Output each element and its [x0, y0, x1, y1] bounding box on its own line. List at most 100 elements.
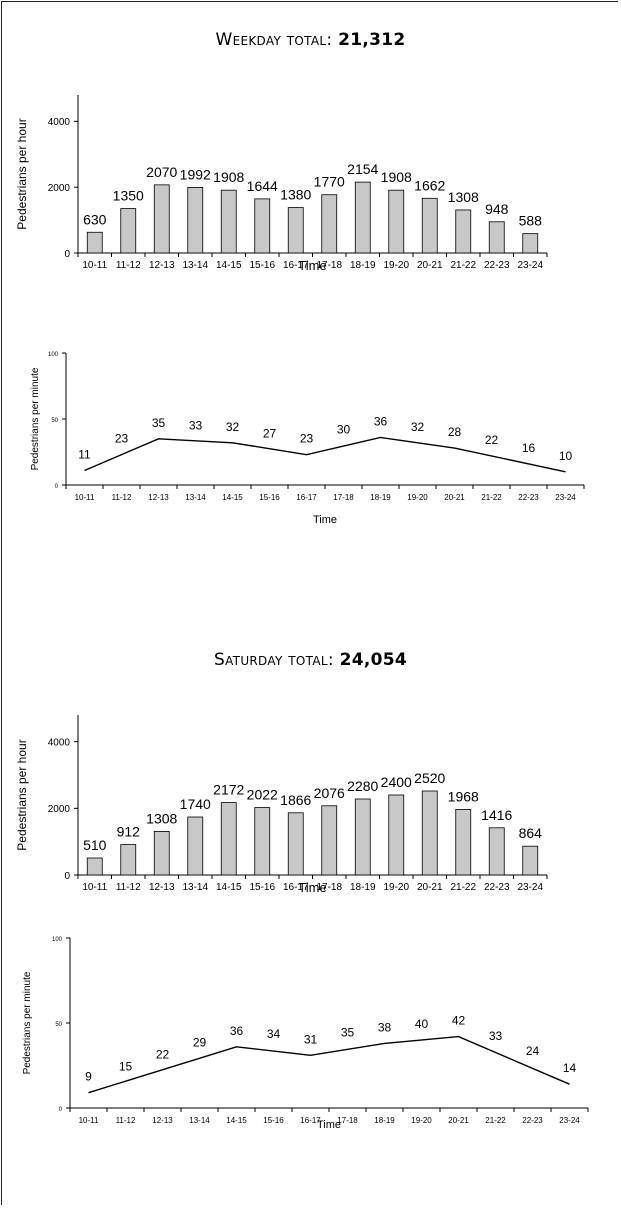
- bar: [321, 805, 338, 876]
- data-label: 2280: [347, 778, 378, 794]
- data-label: 11: [78, 447, 91, 461]
- data-label: 35: [152, 416, 166, 430]
- x-tick-label: 21-22: [481, 493, 502, 502]
- data-label: 32: [411, 420, 425, 434]
- x-tick-label: 13-14: [182, 882, 208, 893]
- bar: [455, 809, 472, 876]
- y-tick-label: 100: [48, 352, 59, 358]
- data-label: 1770: [314, 174, 345, 190]
- bar: [153, 831, 170, 876]
- saturday-title-label: Saturday total:: [214, 650, 340, 670]
- bar: [120, 844, 137, 876]
- weekday-title-label: Weekday total:: [215, 30, 339, 50]
- bar: [254, 198, 271, 254]
- x-tick-label: 19-20: [407, 493, 428, 502]
- x-axis-title: Time: [317, 1119, 341, 1131]
- data-label: 32: [226, 420, 240, 434]
- y-tick-label: 2000: [48, 804, 71, 815]
- x-tick-label: 16-17: [300, 1116, 321, 1125]
- data-label: 15: [119, 1060, 133, 1074]
- x-axis-title: Time: [313, 514, 337, 526]
- x-tick-label: 11-12: [112, 493, 132, 502]
- x-tick-label: 19-20: [383, 260, 409, 271]
- bar: [522, 233, 539, 254]
- data-label: 14: [563, 1061, 577, 1075]
- x-tick-label: 23-24: [517, 260, 543, 271]
- x-tick-label: 18-19: [350, 882, 376, 893]
- x-tick-label: 16-17: [283, 260, 309, 271]
- data-label: 1866: [280, 792, 311, 808]
- data-label: 2520: [414, 770, 445, 786]
- x-tick-label: 13-14: [182, 260, 208, 271]
- x-tick-label: 23-24: [559, 1116, 580, 1125]
- data-label: 38: [378, 1020, 392, 1034]
- x-tick-label: 11-12: [116, 260, 141, 271]
- weekday-total: 21,312: [338, 30, 406, 50]
- y-tick-label: 0: [59, 1107, 63, 1113]
- data-label: 36: [374, 414, 388, 428]
- x-tick-label: 16-17: [283, 882, 309, 893]
- x-tick-label: 20-21: [417, 882, 443, 893]
- x-tick-label: 12-13: [149, 260, 175, 271]
- x-tick-label: 22-23: [484, 882, 510, 893]
- x-tick-label: 11-12: [116, 882, 141, 893]
- series-line: [88, 1035, 570, 1094]
- data-label: 23: [115, 432, 129, 446]
- data-label: 948: [485, 201, 509, 217]
- y-axis-title: Pedestrians per hour: [15, 118, 29, 229]
- data-label: 27: [263, 426, 277, 440]
- series-line: [84, 436, 566, 473]
- data-label: 2172: [213, 782, 244, 798]
- x-tick-label: 17-18: [316, 260, 342, 271]
- data-label: 40: [415, 1017, 429, 1031]
- bar: [86, 231, 103, 254]
- x-tick-label: 21-22: [485, 1116, 506, 1125]
- bar: [120, 208, 137, 254]
- saturday-title: Saturday total: 24,054: [0, 650, 621, 670]
- data-label: 1644: [247, 178, 278, 194]
- data-label: 1308: [146, 810, 177, 826]
- x-tick-label: 22-23: [522, 1116, 543, 1125]
- y-axis-title: Pedestrians per minute: [22, 971, 33, 1074]
- weekday-minute-line-chart: 0 50 100 10-11 11-12 12-13 13-14 14-15 15-16 16-1…: [30, 352, 585, 526]
- bar: [455, 209, 472, 254]
- x-tick-label: 20-21: [448, 1116, 469, 1125]
- data-label: 29: [193, 1036, 207, 1050]
- bar: [153, 184, 170, 254]
- x-tick-label: 20-21: [444, 493, 465, 502]
- data-label: 630: [83, 211, 107, 227]
- x-tick-label: 18-19: [374, 1116, 395, 1125]
- weekday-title: Weekday total: 21,312: [0, 30, 621, 50]
- data-label: 1740: [180, 796, 211, 812]
- bar: [488, 221, 505, 254]
- data-label: 28: [448, 425, 462, 439]
- bar: [220, 802, 237, 876]
- x-tick-label: 13-14: [189, 1116, 210, 1125]
- x-tick-label: 17-18: [333, 493, 354, 502]
- data-label: 1416: [481, 807, 512, 823]
- bar: [86, 857, 103, 876]
- data-label: 22: [485, 433, 499, 447]
- y-tick-label: 4000: [48, 738, 71, 749]
- data-label: 2022: [247, 787, 278, 803]
- data-label: 1968: [448, 788, 479, 804]
- bar: [522, 845, 539, 876]
- bar: [187, 816, 204, 876]
- x-tick-label: 22-23: [518, 493, 539, 502]
- bar: [421, 197, 438, 254]
- data-label: 1908: [381, 169, 412, 185]
- y-tick-label: 2000: [48, 183, 71, 194]
- x-tick-label: 12-13: [148, 493, 169, 502]
- data-label: 1308: [448, 189, 479, 205]
- x-tick-label: 20-21: [417, 260, 443, 271]
- x-tick-label: 14-15: [222, 493, 243, 502]
- x-tick-label: 18-19: [370, 493, 391, 502]
- x-tick-label: 18-19: [350, 260, 376, 271]
- x-tick-label: 23-24: [555, 493, 576, 502]
- data-label: 2400: [381, 774, 412, 790]
- data-label: 31: [304, 1032, 318, 1046]
- data-label: 33: [189, 418, 203, 432]
- x-tick-label: 10-11: [79, 1116, 99, 1125]
- data-label: 33: [489, 1029, 503, 1043]
